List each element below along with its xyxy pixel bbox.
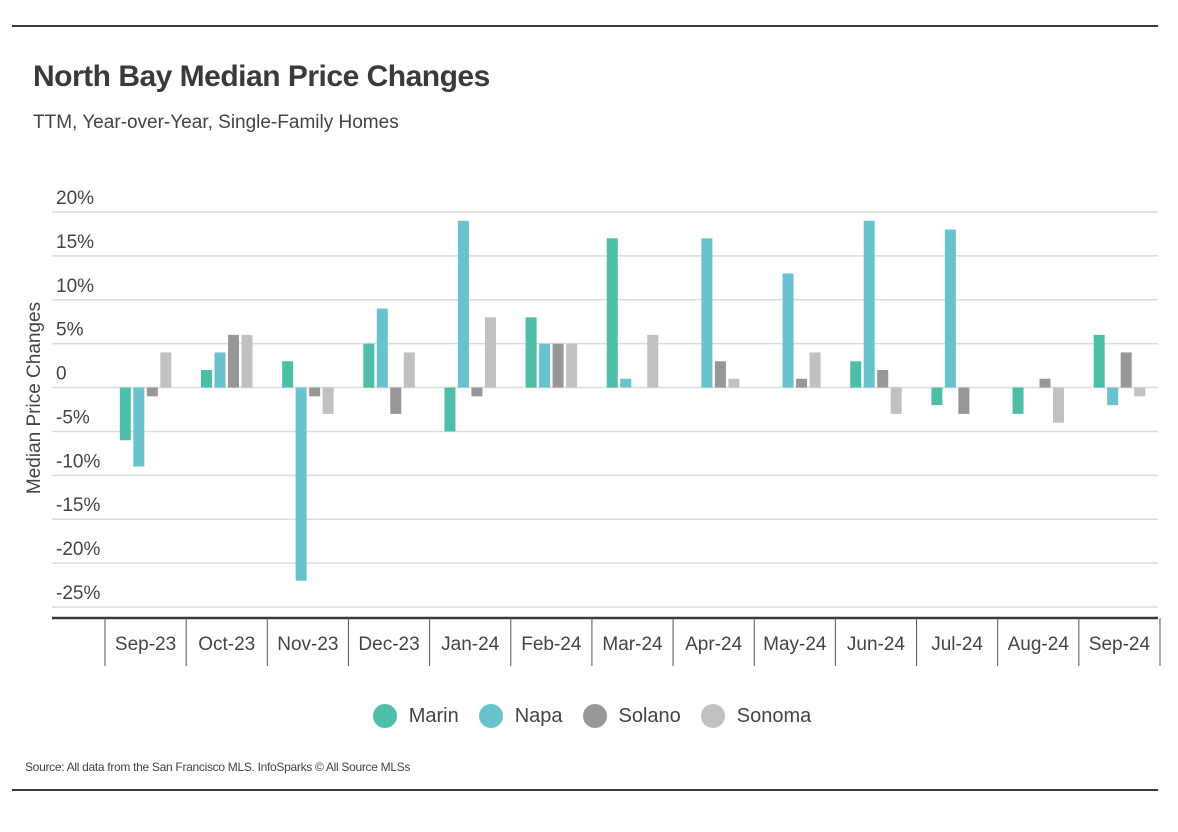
bar-solano-aug-24 [1039,378,1051,388]
y-tick-label: 10% [56,276,94,297]
x-tick-label: Apr-24 [685,634,742,655]
x-tick-label: Jul-24 [931,634,983,655]
x-tick-label: Dec-23 [358,634,419,655]
bar-napa-nov-23 [295,387,307,581]
bar-solano-apr-24 [714,361,726,388]
legend-item-napa: Napa [478,704,563,728]
legend-swatch-icon [478,704,503,728]
bar-marin-sep-23 [119,387,131,441]
bar-napa-sep-24 [1107,387,1119,406]
x-tick-label: Nov-23 [277,634,338,655]
bar-solano-sep-23 [146,387,158,397]
x-axis: Sep-23 Oct-23 Nov-23 Dec-23 Jan-24 Feb-24 Mar-… [52,616,1161,666]
bar-marin-jul-24 [931,387,943,406]
bar-solano-jan-24 [471,387,483,397]
y-tick-label: -20% [56,539,100,560]
y-tick-label: 15% [56,232,94,253]
source-note: Source: All data from the San Francisco … [25,760,411,774]
bar-marin-nov-23 [282,361,294,388]
legend-label: Sonoma [736,704,812,727]
bar-sonoma-aug-24 [1053,387,1065,423]
top-rule [12,25,1158,27]
legend-label: Napa [514,704,563,727]
y-tick-label: -25% [56,583,100,604]
bar-solano-feb-24 [552,343,564,388]
legend-label: Solano [618,704,681,727]
legend: Marin Napa Solano Sonoma [0,704,1178,728]
legend-swatch-icon [372,704,397,728]
y-tick-label: -5% [56,407,90,428]
legend-item-sonoma: Sonoma [700,704,812,728]
bar-sonoma-apr-24 [728,378,740,388]
bar-solano-dec-23 [390,387,402,414]
bar-sonoma-nov-23 [322,387,334,414]
bar-napa-oct-23 [214,352,226,388]
bar-solano-jun-24 [877,370,889,388]
bar-marin-feb-24 [525,317,537,388]
bar-sonoma-feb-24 [566,343,578,388]
bar-solano-may-24 [796,378,808,388]
bar-solano-sep-24 [1120,352,1132,388]
x-tick-label: Sep-23 [115,634,176,655]
bar-napa-dec-23 [376,308,388,388]
y-tick-label: 20% [56,188,94,209]
x-tick-label: Jan-24 [441,634,500,655]
legend-swatch-icon [582,704,607,728]
bar-marin-mar-24 [606,238,618,388]
bar-solano-jul-24 [958,387,970,414]
legend-swatch-icon [700,704,725,728]
bar-sonoma-dec-23 [403,352,415,388]
bar-sonoma-jan-24 [484,317,496,388]
bar-sonoma-sep-24 [1134,387,1146,397]
legend-item-marin: Marin [372,704,459,728]
chart-title: North Bay Median Price Changes [33,60,490,93]
bar-chart: 20% 15% 10% 5% 0 -5% -10% -15% -20% -25% Median P… [24,188,1161,666]
x-tick-label: Feb-24 [521,634,582,655]
y-tick-label: 5% [56,320,84,341]
bar-sonoma-oct-23 [241,334,253,388]
bar-solano-oct-23 [227,334,239,388]
bar-sonoma-may-24 [809,352,821,388]
bar-napa-may-24 [782,273,794,388]
bars [119,220,1146,581]
y-tick-label: -10% [56,451,100,472]
bar-marin-aug-24 [1012,387,1024,414]
bar-marin-oct-23 [200,370,212,388]
bottom-rule [12,789,1158,791]
legend-item-solano: Solano [582,704,681,728]
x-tick-label: May-24 [763,634,827,655]
bar-marin-sep-24 [1093,334,1105,388]
gridlines [52,211,1158,608]
bar-napa-apr-24 [701,238,713,388]
bar-sonoma-sep-23 [160,352,172,388]
bar-marin-jun-24 [850,361,862,388]
bar-napa-feb-24 [539,343,551,388]
bar-marin-jan-24 [444,387,456,432]
bar-napa-mar-24 [620,378,632,388]
y-tick-label: 0 [56,364,67,385]
bar-solano-nov-23 [309,387,321,397]
x-tick-label: Oct-23 [198,634,255,655]
x-tick-label: Sep-24 [1089,634,1151,655]
x-tick-label: Jun-24 [847,634,906,655]
x-tick-label: Aug-24 [1008,634,1070,655]
bar-napa-jul-24 [944,229,956,388]
chart-subtitle: TTM, Year-over-Year, Single-Family Homes [33,112,399,133]
bar-sonoma-jun-24 [890,387,902,414]
bar-napa-jun-24 [863,220,875,388]
bar-napa-jan-24 [457,220,469,388]
y-axis-label: Median Price Changes [24,302,45,494]
bar-sonoma-mar-24 [647,334,659,388]
legend-label: Marin [408,704,459,727]
x-tick-label: Mar-24 [602,634,663,655]
bar-marin-dec-23 [363,343,375,388]
bar-napa-sep-23 [133,387,145,467]
y-tick-labels: 20% 15% 10% 5% 0 -5% -10% -15% -20% -25% [56,188,100,604]
y-tick-label: -15% [56,495,100,516]
